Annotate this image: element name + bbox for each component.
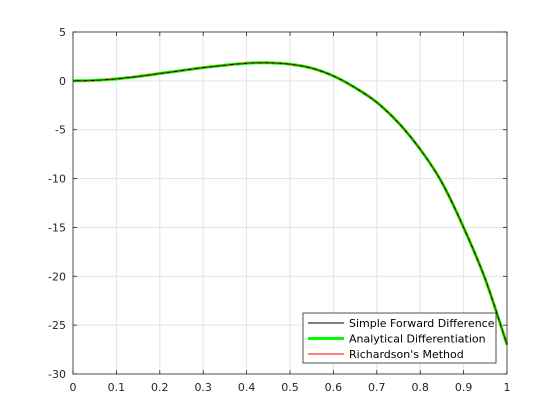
x-tick-label: 0.9 [455,381,473,394]
y-tick-label: -25 [48,319,66,332]
y-tick-label: -30 [48,368,66,381]
x-tick-label: 0.6 [325,381,343,394]
x-tick-label: 0.5 [281,381,299,394]
x-tick-label: 0.3 [194,381,212,394]
y-tick-label: -5 [55,124,66,137]
x-tick-label: 0.1 [108,381,126,394]
x-tick-label: 0.2 [151,381,169,394]
legend-label: Simple Forward Difference [349,317,495,330]
y-tick-label: -15 [48,221,66,234]
x-tick-label: 1 [504,381,511,394]
x-tick-label: 0 [70,381,77,394]
tick-labels: 0 0.1 0.2 0.3 0.4 0.5 0.6 0.7 0.8 0.9 1 5 0 -5 -10 -15 -… [48,26,510,394]
x-tick-label: 0.4 [238,381,256,394]
y-tick-label: -10 [48,173,66,186]
legend: Simple Forward Difference Analytical Diff… [302,312,497,364]
y-tick-label: 5 [59,26,66,39]
x-tick-label: 0.8 [411,381,429,394]
legend-label: Richardson's Method [349,348,464,361]
y-tick-label: 0 [59,75,66,88]
tick-marks [72,31,508,375]
legend-label: Analytical Differentiation [349,333,486,346]
y-tick-label: -20 [48,270,66,283]
x-tick-label: 0.7 [368,381,386,394]
series-line-2 [72,62,508,345]
series-layer [72,61,509,346]
